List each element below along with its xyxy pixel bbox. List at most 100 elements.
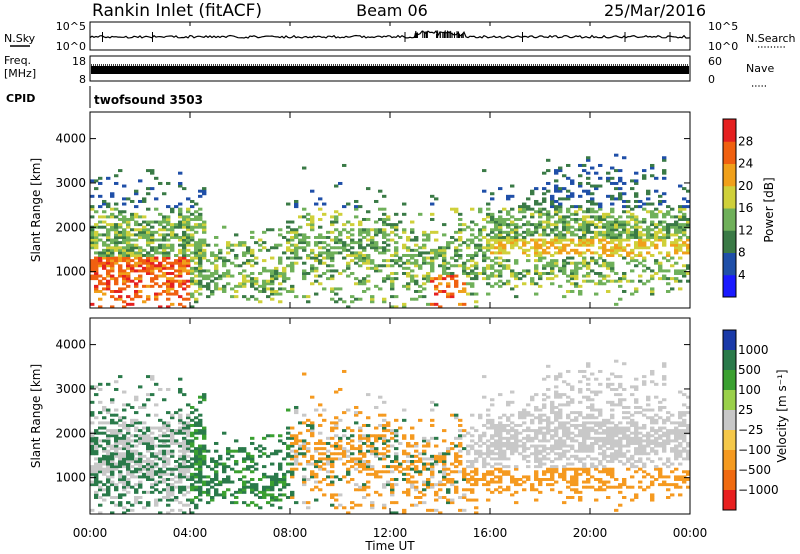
power-cell (382, 217, 387, 221)
power-cell (438, 274, 443, 278)
power-cell (102, 277, 107, 281)
power-cell (626, 251, 631, 255)
power-cell (110, 277, 115, 281)
velocity-cell (610, 421, 615, 425)
power-cell (602, 223, 607, 227)
power-cell (366, 261, 371, 265)
power-cell (134, 189, 139, 193)
power-cell (542, 207, 547, 211)
power-cell (154, 197, 159, 201)
power-cell (598, 217, 603, 221)
velocity-cell (186, 454, 191, 458)
power-cell (526, 207, 531, 211)
velocity-cell (202, 483, 207, 487)
velocity-cell (346, 480, 351, 484)
power-cell (198, 189, 203, 193)
velocity-cell (306, 462, 311, 466)
power-cell (334, 235, 339, 239)
power-cell (590, 241, 595, 245)
velocity-cell (438, 511, 443, 515)
power-cell (182, 269, 187, 273)
power-cell (306, 300, 311, 304)
velocity-cell (354, 447, 359, 451)
power-cell (650, 223, 655, 227)
velocity-cell (554, 416, 559, 420)
velocity-cell (602, 457, 607, 461)
power-cell (650, 215, 655, 219)
velocity-cell (438, 480, 443, 484)
power-cell (366, 187, 371, 191)
power-cell (214, 277, 219, 281)
velocity-cell (90, 472, 95, 476)
power-cell (578, 163, 583, 167)
velocity-cell (426, 467, 431, 471)
velocity-cell (338, 477, 343, 481)
velocity-cell (94, 472, 99, 476)
power-cell (370, 235, 375, 239)
power-cell (390, 305, 395, 309)
power-cell (106, 248, 111, 252)
velocity-cell (222, 465, 227, 469)
power-cell (250, 271, 255, 275)
power-cell (122, 215, 127, 219)
velocity-cell (206, 483, 211, 487)
power-cell (334, 292, 339, 296)
power-cell (658, 261, 663, 265)
velocity-cell (382, 506, 387, 510)
power-cell (682, 212, 687, 216)
velocity-cell (102, 439, 107, 443)
power-cell (618, 223, 623, 227)
power-cell (182, 305, 187, 309)
power-cell (118, 266, 123, 270)
velocity-cell (538, 459, 543, 463)
velocity-cell (130, 421, 135, 425)
velocity-cell (194, 462, 199, 466)
power-cell (482, 246, 487, 250)
power-cell (98, 253, 103, 257)
power-cell (162, 289, 167, 293)
power-cell (650, 166, 655, 170)
power-cell (450, 256, 455, 260)
power-cell (126, 302, 131, 306)
velocity-cell (130, 485, 135, 489)
power-cell (410, 248, 415, 252)
power-cell (482, 225, 487, 229)
velocity-cell (310, 426, 315, 430)
velocity-cell (214, 493, 219, 497)
power-cell (342, 243, 347, 247)
power-cell (606, 212, 611, 216)
velocity-cell (94, 483, 99, 487)
velocity-cell (222, 490, 227, 494)
velocity-cell (454, 459, 459, 463)
power-cell (266, 269, 271, 273)
velocity-cell (250, 483, 255, 487)
velocity-cell (650, 447, 655, 451)
velocity-cell (654, 465, 659, 469)
velocity-cell (498, 452, 503, 456)
velocity-cell (158, 475, 163, 479)
power-cell (594, 282, 599, 286)
velocity-cell (634, 495, 639, 499)
power-cell (650, 202, 655, 206)
power-cell (646, 225, 651, 229)
velocity-cell (278, 477, 283, 481)
velocity-cell (666, 439, 671, 443)
velocity-cell (358, 449, 363, 453)
velocity-cell (578, 498, 583, 502)
velocity-cell (586, 470, 591, 474)
power-cell (302, 277, 307, 281)
velocity-cell (138, 495, 143, 499)
power-cell (634, 194, 639, 198)
velocity-cell (274, 495, 279, 499)
power-cell (166, 284, 171, 288)
velocity-cell (598, 439, 603, 443)
velocity-cell (506, 470, 511, 474)
velocity-cell (162, 454, 167, 458)
velocity-cell (126, 459, 131, 463)
power-cell (198, 292, 203, 296)
power-cell (406, 261, 411, 265)
power-cell (538, 271, 543, 275)
velocity-cell (90, 434, 95, 438)
power-cell (394, 259, 399, 263)
power-cell (558, 269, 563, 273)
